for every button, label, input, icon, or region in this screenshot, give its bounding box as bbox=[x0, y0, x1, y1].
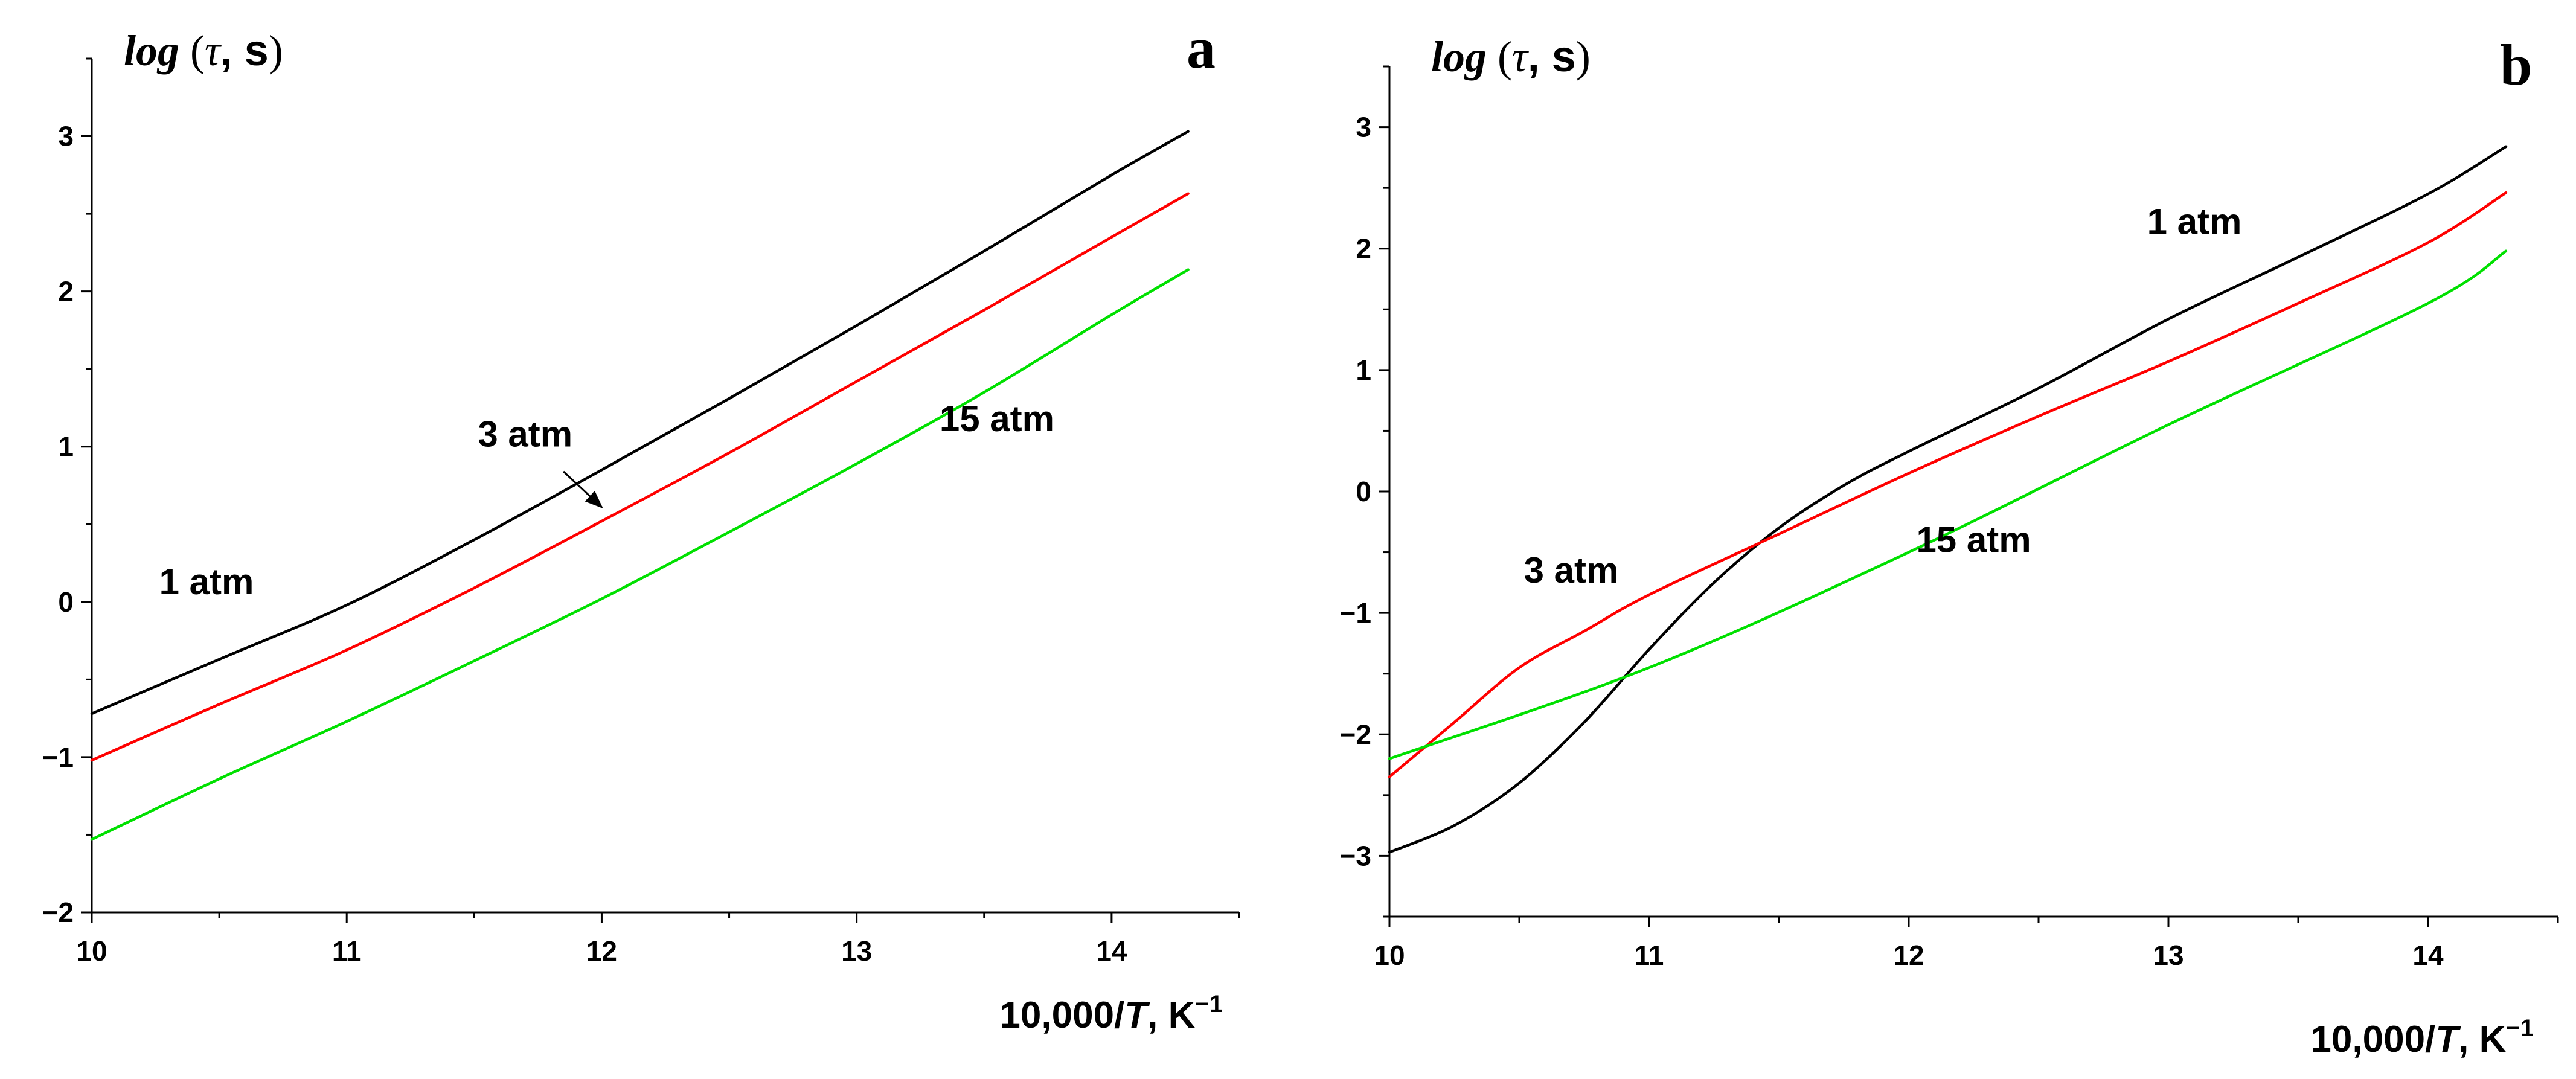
series-annotation: 3 atm bbox=[478, 414, 572, 455]
x-ticks bbox=[1388, 917, 2559, 927]
x-tick-label: 12 bbox=[586, 935, 617, 967]
y-tick-label: −1 bbox=[42, 741, 74, 773]
y-tick-label: 2 bbox=[58, 276, 74, 307]
x-axis-label: 10,000/T, K−1 bbox=[2310, 1015, 2534, 1060]
series-line-1-atm bbox=[90, 130, 1190, 716]
y-tick-label: −2 bbox=[1340, 719, 1371, 750]
y-tick-label: 0 bbox=[58, 586, 74, 618]
panel-label: a bbox=[1187, 16, 1216, 80]
y-tick-label: 2 bbox=[1356, 233, 1371, 264]
x-tick-label: 10 bbox=[1374, 940, 1405, 971]
x-tick-label: 14 bbox=[2412, 940, 2444, 971]
annotation-arrow bbox=[563, 470, 603, 509]
y-tick-label: 0 bbox=[1356, 476, 1371, 507]
axes-frame bbox=[91, 59, 1239, 914]
x-axis-label: 10,000/T, K−1 bbox=[999, 991, 1223, 1036]
x-tick-labels: 10 11 12 13 14 bbox=[1374, 940, 2444, 971]
x-tick-label: 14 bbox=[1096, 935, 1127, 967]
series-annotation: 3 atm bbox=[1524, 550, 1619, 591]
y-axis-label: log (τ, s) bbox=[124, 27, 283, 75]
series-group bbox=[1388, 145, 2508, 854]
x-tick-label: 13 bbox=[2153, 940, 2184, 971]
x-tick-label: 11 bbox=[1635, 940, 1664, 971]
y-ticks bbox=[81, 57, 92, 914]
y-tick-label: 3 bbox=[58, 121, 74, 152]
x-tick-labels: 10 11 12 13 14 bbox=[76, 935, 1127, 967]
x-tick-label: 12 bbox=[1893, 940, 1924, 971]
y-axis-label: log (τ, s) bbox=[1431, 33, 1591, 81]
series-group bbox=[90, 130, 1190, 841]
annotation-labels: 1 atm 3 atm 15 atm bbox=[1524, 202, 2242, 591]
x-tick-label: 13 bbox=[841, 935, 872, 967]
series-annotation: 1 atm bbox=[159, 562, 254, 602]
y-tick-label: −2 bbox=[42, 897, 74, 928]
y-ticks bbox=[1379, 65, 1389, 918]
y-tick-label: 3 bbox=[1356, 112, 1371, 143]
y-tick-label: 1 bbox=[1356, 354, 1371, 386]
y-tick-label: −1 bbox=[1340, 597, 1371, 629]
y-tick-labels: −2 −1 0 1 2 3 bbox=[42, 121, 74, 928]
y-tick-label: 1 bbox=[58, 431, 74, 463]
x-ticks bbox=[91, 912, 1240, 923]
panel-label: b bbox=[2500, 33, 2532, 97]
series-annotation: 1 atm bbox=[2147, 202, 2242, 242]
series-line-15-atm bbox=[90, 268, 1190, 841]
x-tick-label: 10 bbox=[76, 935, 107, 967]
axes-frame bbox=[1388, 66, 2558, 918]
series-line-3-atm bbox=[90, 192, 1190, 762]
y-tick-label: −3 bbox=[1340, 840, 1371, 871]
y-tick-labels: −3 −2 −1 0 1 2 3 bbox=[1340, 112, 1371, 872]
series-line-1-atm bbox=[1388, 145, 2508, 854]
series-annotation: 15 atm bbox=[940, 399, 1054, 439]
series-annotation: 15 atm bbox=[1916, 520, 2031, 560]
series-line-15-atm bbox=[1388, 249, 2508, 760]
x-tick-label: 11 bbox=[332, 935, 362, 967]
series-line-3-atm bbox=[1388, 191, 2508, 778]
annotation-labels: 1 atm 3 atm 15 atm bbox=[159, 399, 1054, 602]
